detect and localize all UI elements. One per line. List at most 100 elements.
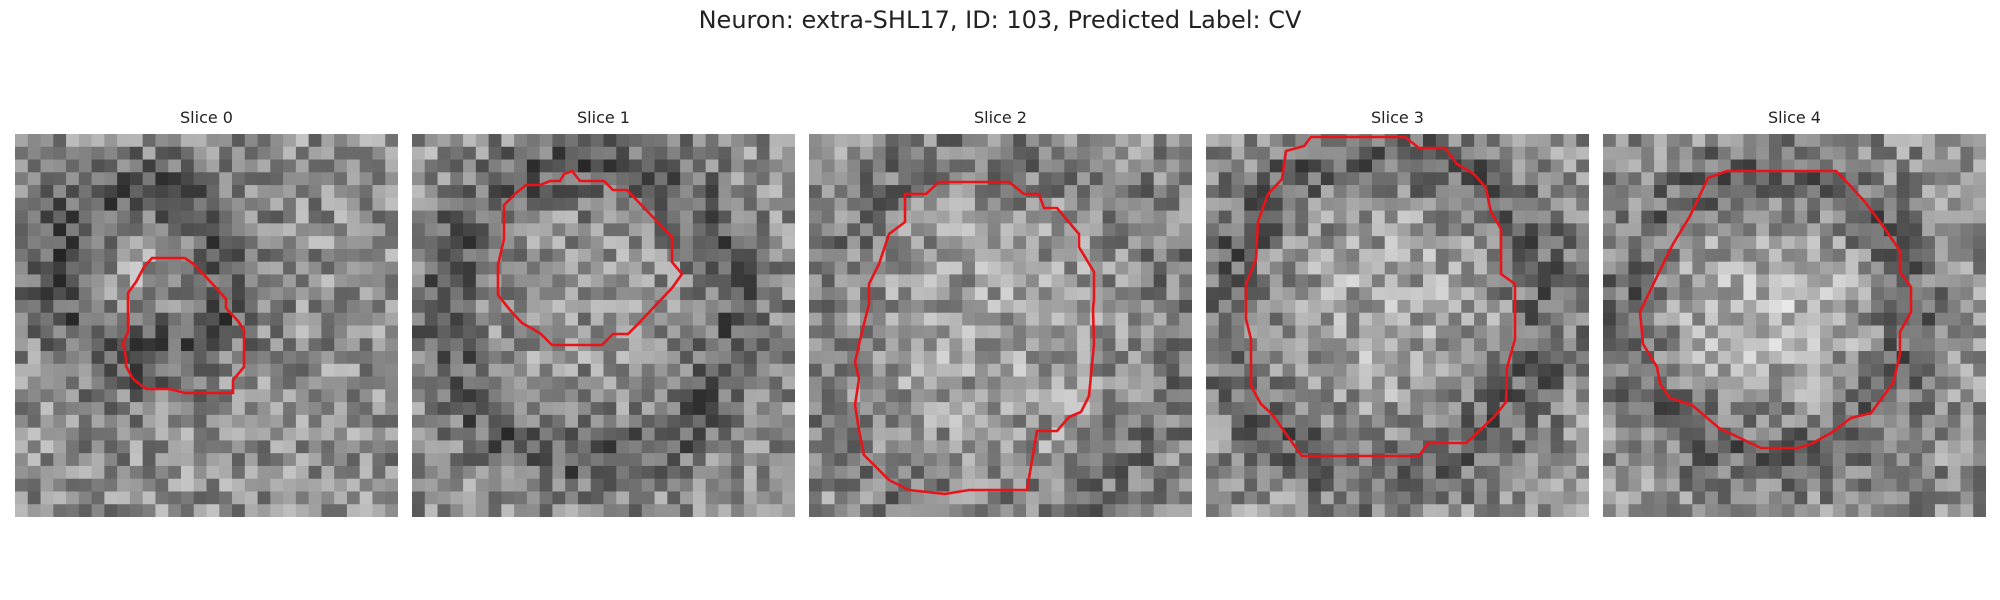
pixel [590, 453, 605, 467]
pixel [385, 478, 398, 493]
pixel [1807, 274, 1821, 288]
pixel [1051, 261, 1065, 276]
pixel [1051, 159, 1065, 173]
pixel [705, 185, 719, 199]
pixel [488, 465, 502, 480]
pixel [475, 248, 490, 263]
pixel [142, 351, 157, 365]
pixel [129, 287, 144, 301]
pixel [962, 389, 976, 403]
pixel [1896, 440, 1910, 454]
pixel [987, 261, 1002, 276]
pixel [1435, 236, 1450, 250]
pixel [1641, 440, 1655, 454]
pixel [962, 402, 976, 416]
pixel [885, 134, 899, 148]
pixel [1781, 274, 1796, 288]
pixel [962, 491, 976, 505]
pixel [142, 223, 157, 237]
slice-title-1: Slice 1 [577, 108, 630, 127]
pixel [1743, 159, 1757, 173]
pixel [1603, 325, 1617, 339]
pixel [129, 491, 144, 505]
pixel [949, 427, 963, 441]
pixel [1218, 402, 1233, 416]
pixel [295, 325, 310, 339]
pixel [743, 338, 758, 352]
pixel [1206, 440, 1220, 454]
pixel [53, 402, 67, 416]
pixel [1705, 287, 1719, 301]
pixel [680, 299, 694, 314]
pixel [321, 197, 335, 212]
pixel [1371, 363, 1386, 378]
pixel [232, 402, 246, 416]
pixel [667, 338, 681, 352]
pixel [1525, 159, 1539, 173]
pixel [1166, 287, 1180, 301]
pixel [117, 453, 131, 467]
pixel [923, 414, 938, 429]
pixel [1717, 185, 1732, 199]
pixel [1922, 248, 1936, 263]
pixel [974, 223, 989, 237]
pixel [539, 146, 554, 161]
pixel [1282, 299, 1296, 314]
pixel [283, 312, 297, 327]
pixel [1615, 402, 1630, 416]
pixel [1883, 504, 1898, 517]
pixel [641, 236, 656, 250]
pixel [1038, 146, 1053, 161]
pixel [1474, 338, 1488, 352]
pixel [1499, 465, 1513, 480]
pixel [872, 389, 887, 403]
pixel [987, 325, 1002, 339]
pixel [1960, 185, 1974, 199]
pixel [1140, 146, 1155, 161]
pixel [424, 287, 439, 301]
pixel [1858, 478, 1872, 493]
pixel [1654, 146, 1668, 161]
pixel [847, 312, 861, 327]
slice-image-1 [412, 134, 795, 517]
pixel [1346, 312, 1360, 327]
pixel [1244, 299, 1258, 314]
pixel [15, 236, 29, 250]
pixel [1038, 312, 1053, 327]
pixel [1654, 491, 1668, 505]
pixel [155, 363, 169, 378]
pixel [1115, 504, 1129, 517]
pixel [206, 325, 220, 339]
pixel [911, 389, 925, 403]
pixel [692, 351, 707, 365]
pixel [1000, 299, 1014, 314]
pixel [1102, 197, 1116, 212]
pixel [1179, 312, 1192, 327]
pixel [1026, 299, 1040, 314]
pixel [667, 134, 681, 148]
pixel [78, 274, 93, 288]
pixel [321, 223, 335, 237]
pixel [78, 440, 93, 454]
pixel [295, 504, 310, 517]
pixel [911, 363, 925, 378]
pixel [270, 210, 284, 224]
pixel [91, 389, 105, 403]
pixel [514, 236, 528, 250]
pixel [590, 351, 605, 365]
pixel [155, 172, 169, 186]
pixel [1615, 223, 1630, 237]
pixel [1410, 465, 1424, 480]
pixel [1410, 440, 1424, 454]
pixel [1231, 351, 1245, 365]
pixel [539, 274, 554, 288]
pixel [372, 248, 386, 263]
pixel [1461, 197, 1475, 212]
pixel [616, 440, 630, 454]
pixel [809, 299, 823, 314]
pixel [847, 185, 861, 199]
pixel [219, 440, 233, 454]
pixel [66, 261, 80, 276]
pixel [206, 363, 220, 378]
pixel [66, 363, 80, 378]
